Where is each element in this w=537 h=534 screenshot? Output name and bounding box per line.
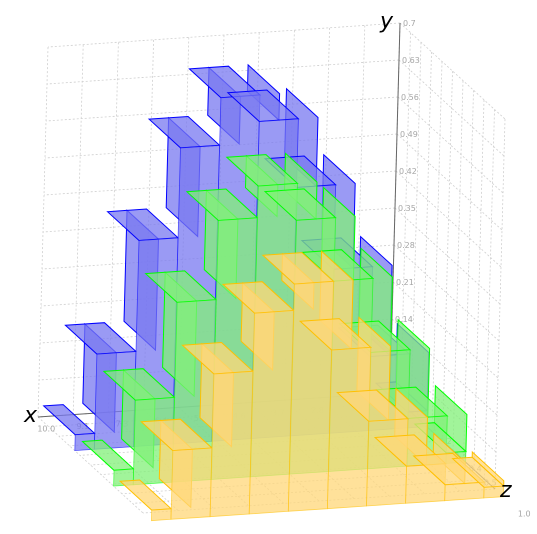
y-tick-label: 0.21 [396,278,414,287]
grid-line [473,99,485,470]
grid-line [463,90,474,461]
grid-line [484,109,495,480]
grid-line [442,70,453,442]
bar [287,280,334,512]
grid-line [72,44,84,415]
grid-line [395,170,502,268]
y-tick-label: 0.56 [401,93,419,102]
y-tick-label: 0.63 [402,56,420,65]
bar [248,310,295,515]
data-point [118,479,173,511]
y-tick-label: 0.14 [395,315,413,324]
z-axis-label: z [499,478,512,503]
grid-line [37,46,49,418]
y-axis-line [389,22,401,394]
grid-line [47,22,401,48]
data-point [147,115,221,149]
grid-line [494,118,506,490]
x-axis-label: x [23,403,38,428]
bar [444,481,485,502]
y-tick-label: 0.42 [399,167,417,176]
y-tick-label: 0.28 [397,241,415,250]
bar [483,485,505,499]
x-tick-label: 10.0 [37,425,55,434]
grid-line [396,133,503,231]
data-point [106,208,180,242]
bar [150,508,172,522]
grid-line [452,80,464,451]
grid-line [399,22,506,120]
y-tick-label: 0.7 [403,19,416,28]
y-tick-label: 0.49 [400,130,418,139]
y-axis-label: y [379,9,394,34]
series-ribbons [42,63,505,522]
bar [170,447,213,520]
bar [326,346,372,510]
series-ribbon [118,250,505,522]
y-tick-label: 0.35 [398,204,416,213]
bar [209,370,254,518]
data-point [64,322,138,355]
z-tick-label: 1.0 [518,509,531,518]
